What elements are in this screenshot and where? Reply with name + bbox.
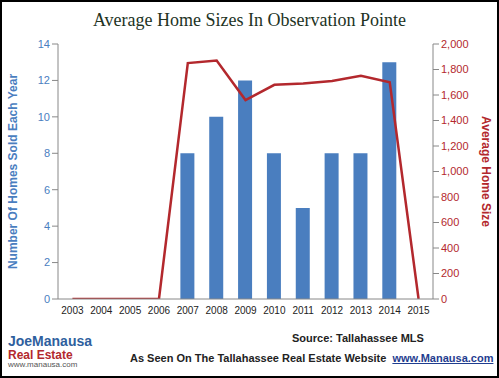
svg-text:1,200: 1,200 xyxy=(441,140,469,152)
svg-text:200: 200 xyxy=(441,267,459,279)
html-text:JoeManausa: JoeManausa xyxy=(8,333,92,349)
svg-text:2004: 2004 xyxy=(90,305,113,316)
html-text:Real Estate: Real Estate xyxy=(8,347,73,362)
html-text:As Seen On The Tallahassee Rea: As Seen On The Tallahassee Real Estate W… xyxy=(130,352,387,364)
svg-text:1,600: 1,600 xyxy=(441,89,469,101)
svg-text:2010: 2010 xyxy=(263,305,286,316)
svg-text:8: 8 xyxy=(44,147,50,159)
svg-text:14: 14 xyxy=(38,38,50,50)
svg-text:10: 10 xyxy=(38,111,50,123)
svg-text:Average Home Size: Average Home Size xyxy=(479,116,493,227)
svg-text:2013: 2013 xyxy=(350,305,373,316)
svg-text:6: 6 xyxy=(44,184,50,196)
html-text:Source: Tallahassee MLS: Source: Tallahassee MLS xyxy=(292,332,424,344)
svg-text:12: 12 xyxy=(38,74,50,86)
svg-text:2006: 2006 xyxy=(148,305,171,316)
svg-text:1,800: 1,800 xyxy=(441,63,469,75)
svg-text:2007: 2007 xyxy=(177,305,200,316)
svg-text:400: 400 xyxy=(441,242,459,254)
svg-text:2012: 2012 xyxy=(321,305,344,316)
svg-text:2009: 2009 xyxy=(234,305,257,316)
svg-text:2: 2 xyxy=(44,256,50,268)
svg-text:2,000: 2,000 xyxy=(441,38,469,50)
svg-text:Number Of Homes Sold Each Year: Number Of Homes Sold Each Year xyxy=(6,74,20,270)
svg-text:2011: 2011 xyxy=(292,305,314,316)
svg-text:1,400: 1,400 xyxy=(441,114,469,126)
svg-text:4: 4 xyxy=(44,220,50,232)
svg-text:2014: 2014 xyxy=(379,305,402,316)
html-text:www.Manausa.com: www.Manausa.com xyxy=(392,352,494,364)
svg-text:0: 0 xyxy=(44,293,50,305)
svg-text:2005: 2005 xyxy=(119,305,142,316)
svg-text:1,000: 1,000 xyxy=(441,165,469,177)
html-text:Average Home Sizes In Observat: Average Home Sizes In Observation Pointe xyxy=(93,10,406,30)
svg-text:800: 800 xyxy=(441,191,459,203)
svg-text:0: 0 xyxy=(441,293,447,305)
svg-text:600: 600 xyxy=(441,216,459,228)
svg-text:2015: 2015 xyxy=(407,305,430,316)
svg-text:2008: 2008 xyxy=(206,305,229,316)
svg-text:2003: 2003 xyxy=(61,305,84,316)
html-text:www.manausa.com: www.manausa.com xyxy=(8,360,78,370)
